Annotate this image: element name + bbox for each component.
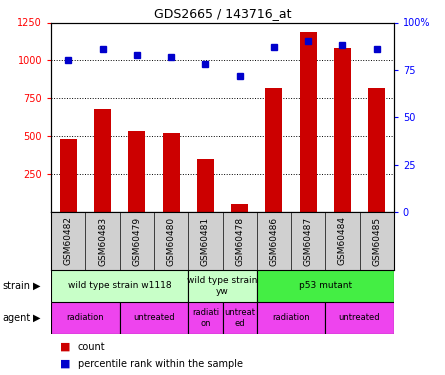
Text: percentile rank within the sample: percentile rank within the sample: [78, 359, 243, 369]
Text: radiati
on: radiati on: [192, 308, 219, 327]
Text: ▶: ▶: [33, 313, 41, 323]
Text: wild type strain w1118: wild type strain w1118: [68, 281, 171, 290]
Bar: [222, 302, 257, 334]
Bar: [128, 131, 146, 212]
Bar: [257, 302, 325, 334]
Text: untreated: untreated: [133, 314, 175, 322]
Text: ■: ■: [60, 342, 71, 352]
Text: ▶: ▶: [33, 281, 41, 291]
Text: GSM60479: GSM60479: [132, 216, 142, 266]
Bar: [188, 270, 257, 302]
Bar: [299, 32, 317, 212]
Text: p53 mutant: p53 mutant: [299, 281, 352, 290]
Text: strain: strain: [2, 281, 30, 291]
Bar: [51, 270, 188, 302]
Text: GSM60487: GSM60487: [303, 216, 313, 266]
Bar: [265, 88, 283, 212]
Text: untreat
ed: untreat ed: [224, 308, 255, 327]
Text: agent: agent: [2, 313, 30, 323]
Text: radiation: radiation: [272, 314, 310, 322]
Bar: [94, 109, 111, 212]
Title: GDS2665 / 143716_at: GDS2665 / 143716_at: [154, 7, 291, 20]
Text: ■: ■: [60, 359, 71, 369]
Bar: [231, 204, 248, 212]
Text: GSM60478: GSM60478: [235, 216, 244, 266]
Text: GSM60484: GSM60484: [338, 216, 347, 266]
Text: radiation: radiation: [67, 314, 104, 322]
Text: count: count: [78, 342, 105, 352]
Bar: [60, 139, 77, 212]
Text: GSM60486: GSM60486: [269, 216, 279, 266]
Text: GSM60480: GSM60480: [166, 216, 176, 266]
Text: GSM60485: GSM60485: [372, 216, 381, 266]
Bar: [120, 302, 188, 334]
Bar: [188, 302, 222, 334]
Text: GSM60482: GSM60482: [64, 216, 73, 266]
Text: wild type strain
yw: wild type strain yw: [187, 276, 258, 296]
Bar: [257, 270, 394, 302]
Text: GSM60483: GSM60483: [98, 216, 107, 266]
Text: GSM60481: GSM60481: [201, 216, 210, 266]
Bar: [51, 302, 120, 334]
Bar: [162, 133, 180, 212]
Bar: [368, 88, 385, 212]
Bar: [197, 159, 214, 212]
Text: untreated: untreated: [339, 314, 380, 322]
Bar: [334, 48, 351, 212]
Bar: [325, 302, 394, 334]
